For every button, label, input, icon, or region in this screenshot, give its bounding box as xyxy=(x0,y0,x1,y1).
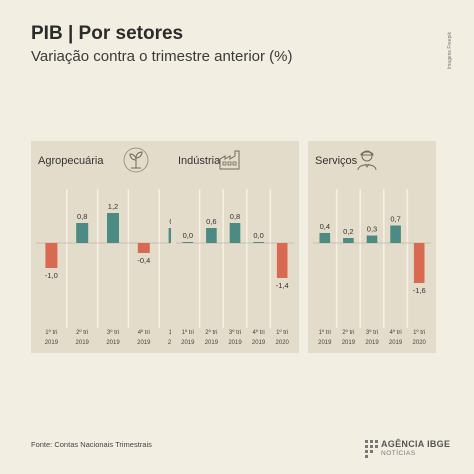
bar-value-label: 0,3 xyxy=(367,225,377,234)
bar xyxy=(390,225,401,243)
bar xyxy=(45,243,58,268)
bar-value-label: -0,4 xyxy=(137,256,150,265)
tick-label-quarter: 3º tri xyxy=(229,329,241,336)
ibge-logo: AGÊNCIA IBGE NOTÍCIAS xyxy=(365,438,455,460)
tick-label-year: 2020 xyxy=(413,340,427,346)
bar xyxy=(137,243,150,253)
bar-chart-2: 0,4 1º tri 2019 0,2 2º tri 2019 0,3 3º tri 2019 0… xyxy=(313,189,431,346)
bar-chart-1: 0,0 1º tri 2019 0,6 2º tri 2019 0,8 3º tri 2019 0… xyxy=(176,189,294,346)
bar xyxy=(253,242,264,243)
bar xyxy=(413,243,425,283)
bar-value-label: 1,2 xyxy=(108,202,118,211)
bar xyxy=(276,243,288,278)
title-block: PIB | Por setores Variação contra o trim… xyxy=(31,23,292,66)
tick-label-year: 2019 xyxy=(205,340,219,346)
logo-subtitle: NOTÍCIAS xyxy=(381,450,416,457)
tick-label-year: 2019 xyxy=(106,340,120,346)
bar-value-label: -1,0 xyxy=(45,271,58,280)
panel-industria: Indústria 0,0 1º tri 2019 0,6 2º tri 2019 0,8 3… xyxy=(171,141,299,353)
tick-label-quarter: 2º tri xyxy=(76,329,88,336)
image-credit: Imagens Freepik xyxy=(447,32,453,70)
bar-value-label: 0,6 xyxy=(206,217,216,226)
bar xyxy=(343,238,354,243)
bar xyxy=(319,233,331,243)
tick-label-year: 2019 xyxy=(76,340,90,346)
tick-label-quarter: 4º tri xyxy=(252,329,264,336)
bar xyxy=(366,235,378,243)
panel-servicos: Serviços 0,4 1º tri 2019 0,2 2º tri 2019 0,3 3º… xyxy=(308,141,436,353)
bar xyxy=(76,223,89,243)
panel-title: Indústria xyxy=(178,155,221,167)
tick-label-year: 2019 xyxy=(318,340,332,346)
tick-label-quarter: 1º tri xyxy=(319,329,331,336)
bar-value-label: 0,4 xyxy=(320,222,330,231)
bar-value-label: 0,8 xyxy=(77,212,87,221)
bar xyxy=(206,228,217,243)
tick-label-quarter: 4º tri xyxy=(138,329,150,336)
bar-value-label: 0,0 xyxy=(183,231,193,240)
worker-icon xyxy=(357,150,377,171)
ibge-logo-icon xyxy=(365,440,378,458)
tick-label-quarter: 2º tri xyxy=(342,329,354,336)
tick-label-year: 2019 xyxy=(181,340,195,346)
logo-title: AGÊNCIA IBGE xyxy=(381,439,451,449)
tick-label-quarter: 4º tri xyxy=(389,329,401,336)
tick-label-quarter: 2º tri xyxy=(205,329,217,336)
panel-header: Agropecuária xyxy=(31,141,195,181)
panel-header: Indústria xyxy=(171,141,299,181)
tick-label-year: 2019 xyxy=(252,340,266,346)
tick-label-year: 2020 xyxy=(276,340,290,346)
bar xyxy=(229,223,241,243)
tick-label-year: 2019 xyxy=(365,340,379,346)
tick-label-quarter: 3º tri xyxy=(107,329,119,336)
tick-label-year: 2019 xyxy=(342,340,356,346)
source-note: Fonte: Contas Nacionais Trimestrais xyxy=(31,440,152,449)
tick-label-year: 2019 xyxy=(137,340,151,346)
bar-value-label: -1,6 xyxy=(413,286,426,295)
panel-agropecuaria: Agropecuária -1,0 1º tri 2019 0,8 2º tri 2019… xyxy=(31,141,195,353)
panel-title: Agropecuária xyxy=(38,155,104,167)
plant-icon xyxy=(123,147,149,173)
tick-label-quarter: 3º tri xyxy=(366,329,378,336)
bar xyxy=(107,213,119,243)
bar-value-label: 0,7 xyxy=(390,215,400,224)
factory-icon xyxy=(219,150,240,170)
bar-value-label: 0,0 xyxy=(253,231,263,240)
tick-label-year: 2019 xyxy=(228,340,242,346)
bar-value-label: 0,2 xyxy=(343,227,353,236)
bar-value-label: 0,8 xyxy=(230,212,240,221)
tick-label-quarter: 1º tri xyxy=(45,329,57,336)
chart-title: PIB | Por setores xyxy=(31,23,184,44)
bar xyxy=(182,242,194,243)
tick-label-year: 2019 xyxy=(45,340,59,346)
bar-value-label: -1,4 xyxy=(276,281,289,290)
chart-subtitle: Variação contra o trimestre anterior (%) xyxy=(31,48,293,65)
panel-title: Serviços xyxy=(315,155,358,167)
tick-label-quarter: 1º tri xyxy=(276,329,288,336)
tick-label-quarter: 1º tri xyxy=(413,329,425,336)
tick-label-quarter: 1º tri xyxy=(182,329,194,336)
tick-label-year: 2019 xyxy=(389,340,403,346)
panel-header: Serviços xyxy=(308,141,436,181)
